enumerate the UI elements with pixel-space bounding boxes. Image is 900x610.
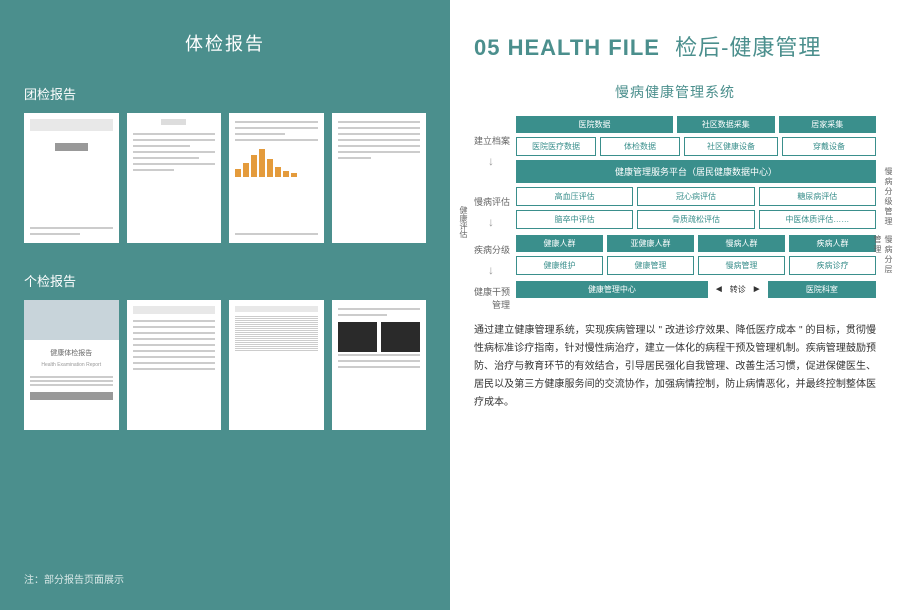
src-hdr-2: 社区数据采集 xyxy=(677,116,774,133)
arrow-down-icon: ↓ xyxy=(488,215,494,229)
grade-h1: 健康人群 xyxy=(516,235,603,252)
arrow-down-icon: ↓ xyxy=(488,263,494,277)
thumbs-group1 xyxy=(24,113,426,243)
grade-headers: 健康人群 亚健康人群 慢病人群 疾病人群 xyxy=(516,235,876,252)
assess-4: 脑卒中评估 xyxy=(516,210,633,229)
thumb-text2 xyxy=(332,113,427,243)
sources-headers: 医院数据 社区数据采集 居家采集 xyxy=(516,116,876,133)
grade-s3: 慢病管理 xyxy=(698,256,785,275)
section1-label: 团检报告 xyxy=(24,84,426,103)
right-title: 05 HEALTH FILE 检后-健康管理 xyxy=(474,30,876,62)
grade-h4: 疾病人群 xyxy=(789,235,876,252)
platform-box: 健康管理服务平台（居民健康数据中心） xyxy=(516,160,876,183)
assess-2: 冠心病评估 xyxy=(637,187,754,206)
sources-items: 医院医疗数据 体检数据 社区健康设备 穿戴设备 xyxy=(516,137,876,156)
grade-s2: 健康管理 xyxy=(607,256,694,275)
footnote: 注：部分报告页面展示 xyxy=(24,571,124,586)
grade-h2: 亚健康人群 xyxy=(607,235,694,252)
grade-h3: 慢病人群 xyxy=(698,235,785,252)
grade-s1: 健康维护 xyxy=(516,256,603,275)
title-zh: 检后-健康管理 xyxy=(675,35,821,60)
arrow-down-icon: ↓ xyxy=(488,154,494,168)
v-left-label: 健康评估 xyxy=(458,206,469,238)
src-hdr-3: 居家采集 xyxy=(779,116,876,133)
flowchart: 健康评估 建立档案 ↓ 医院数据 社区数据采集 居家采集 医院医疗数据 体检数据… xyxy=(516,116,876,298)
assess-3: 糖尿病评估 xyxy=(759,187,876,206)
grade-subs: 健康维护 健康管理 慢病管理 疾病诊疗 xyxy=(516,256,876,275)
assess-6: 中医体质评估…… xyxy=(759,210,876,229)
mini-bar-chart xyxy=(235,147,318,177)
grade-s4: 疾病诊疗 xyxy=(789,256,876,275)
src-1a: 医院医疗数据 xyxy=(516,137,596,156)
left-title: 体检报告 xyxy=(24,30,426,56)
description: 通过建立健康管理系统，实现疾病管理以 " 改进诊疗效果、降低医疗成本 " 的目标… xyxy=(474,322,876,412)
thumb-cover xyxy=(24,113,119,243)
side-label-1: 慢病分级管理 xyxy=(883,167,894,227)
side-label-2: 慢病分层管理 xyxy=(872,235,894,275)
title-en: HEALTH FILE xyxy=(508,35,660,60)
arrow-right-icon: ► xyxy=(752,284,762,295)
right-panel: 05 HEALTH FILE 检后-健康管理 慢病健康管理系统 健康评估 建立档… xyxy=(450,0,900,610)
src-hdr-1: 医院数据 xyxy=(516,116,673,133)
subtitle: 慢病健康管理系统 xyxy=(474,82,876,102)
src-3a: 穿戴设备 xyxy=(782,137,876,156)
row-label-1: 建立档案 xyxy=(474,134,514,147)
row-label-3: 疾病分级 xyxy=(474,243,514,256)
intervene-row: 健康管理中心 ◄ 转诊 ► 医院科室 xyxy=(516,281,876,298)
assess-row1: 高血压评估 冠心病评估 糖尿病评估 xyxy=(516,187,876,206)
left-panel: 体检报告 团检报告 个检报告 健康体检报告Health Examination … xyxy=(0,0,450,610)
thumb-ultrasound xyxy=(332,300,427,430)
assess-5: 骨质疏松评估 xyxy=(637,210,754,229)
thumb-photo: 健康体检报告Health Examination Report xyxy=(24,300,119,430)
arrow-left-icon: ◄ xyxy=(714,284,724,295)
intervene-left: 健康管理中心 xyxy=(516,281,708,298)
src-2a: 社区健康设备 xyxy=(684,137,778,156)
transfer-label: 转诊 xyxy=(730,284,746,295)
row-label-4: 健康干预管理 xyxy=(474,285,514,311)
title-num: 05 xyxy=(474,35,500,60)
assess-row2: 脑卒中评估 骨质疏松评估 中医体质评估…… xyxy=(516,210,876,229)
thumb-chart xyxy=(229,113,324,243)
section2-label: 个检报告 xyxy=(24,271,426,290)
thumb-text1 xyxy=(127,113,222,243)
row-label-2: 慢病评估 xyxy=(474,195,514,208)
thumb-form xyxy=(127,300,222,430)
thumbs-group2: 健康体检报告Health Examination Report xyxy=(24,300,426,430)
intervene-right: 医院科室 xyxy=(768,281,876,298)
thumb-grid xyxy=(229,300,324,430)
src-1b: 体检数据 xyxy=(600,137,680,156)
assess-1: 高血压评估 xyxy=(516,187,633,206)
